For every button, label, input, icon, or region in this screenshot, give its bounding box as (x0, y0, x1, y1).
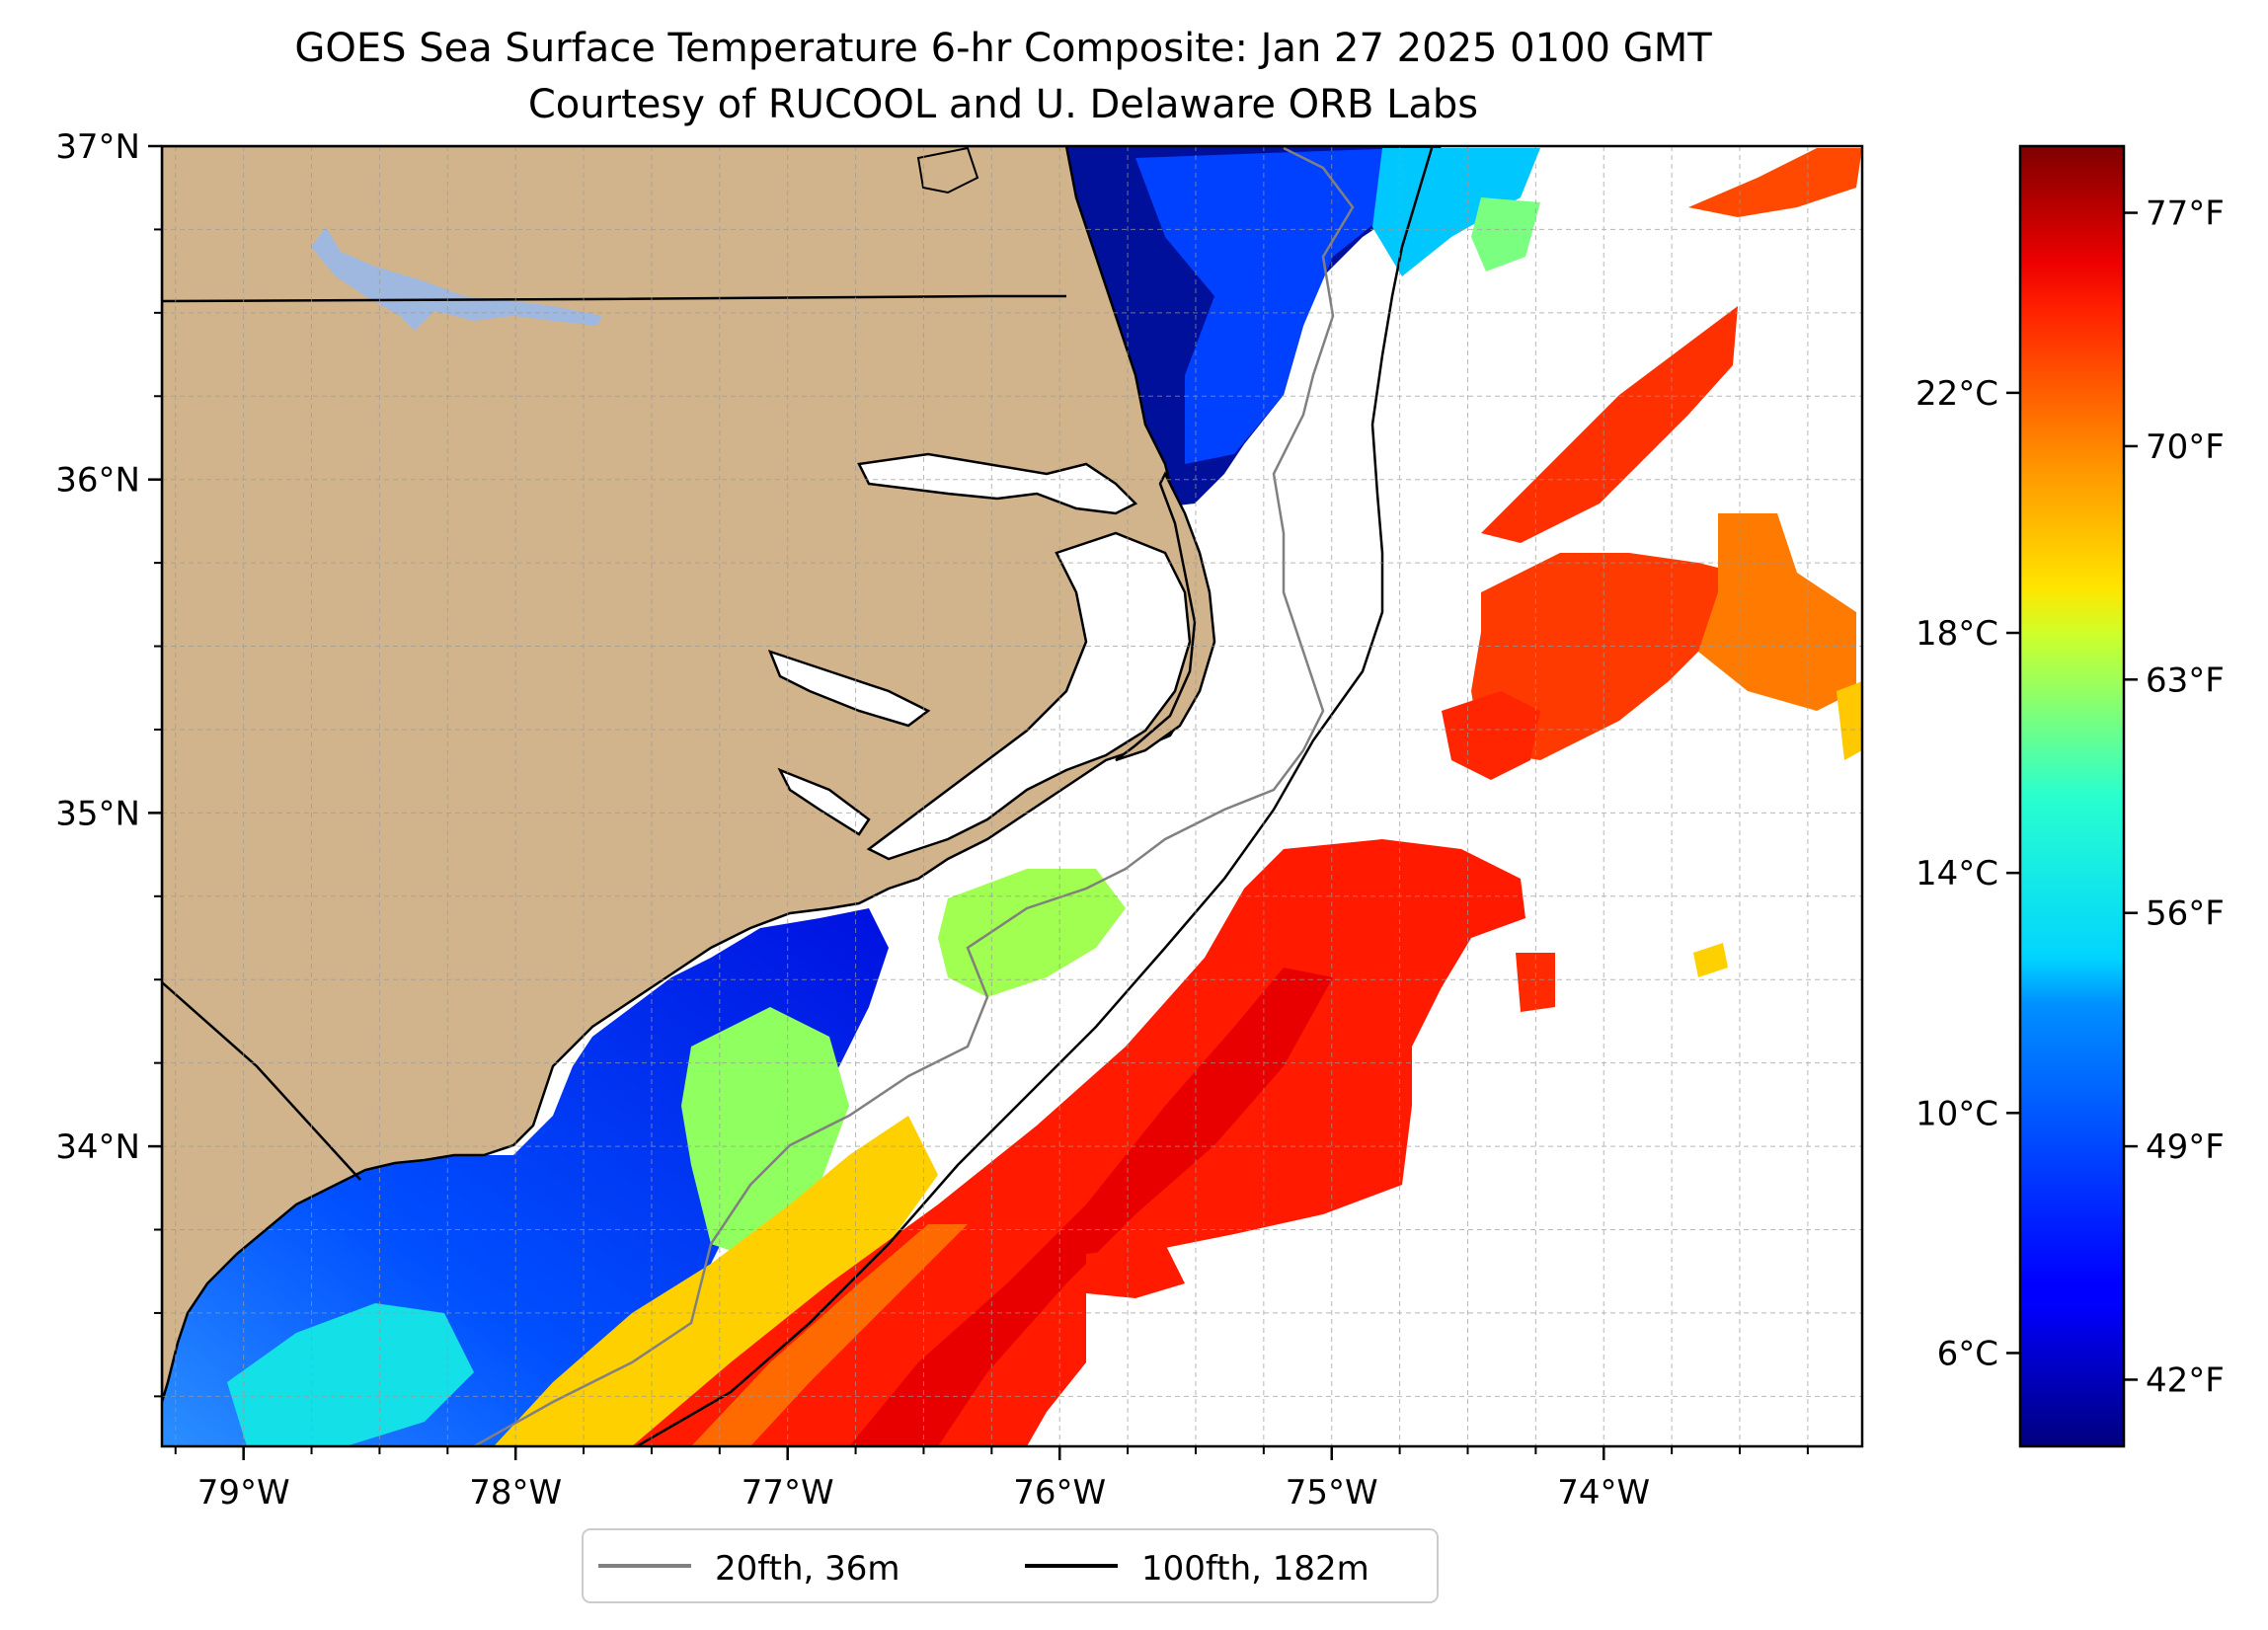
temperature-colorbar: 22°C 18°C 14°C 10°C 6°C 77°F 70°F 63°F 56°F 49°F… (1916, 144, 2225, 1448)
lon-tick-label: 76°W (1013, 1473, 1106, 1513)
sst-cyan-coastal (227, 1303, 474, 1446)
lat-tick-label: 37°N (55, 127, 140, 167)
sst-warm-patch-south (1086, 1244, 1185, 1298)
neuse-river (767, 649, 931, 728)
sst-yellow-speck (1693, 943, 1728, 977)
sst-eddy-upper (1481, 306, 1738, 543)
land-mass (162, 146, 1216, 1403)
sst-eddy-middle (1471, 553, 1777, 760)
albemarle-sound (857, 452, 1138, 515)
legend-box (582, 1528, 1439, 1603)
colorbar-fahrenheit-ticks: 77°F 70°F 63°F 56°F 49°F 42°F (2124, 194, 2225, 1400)
map-gridlines (162, 146, 1862, 1446)
map-frame (160, 144, 1864, 1448)
outer-banks (1115, 471, 1216, 762)
colorbar-celsius-label: 22°C (1916, 374, 1998, 414)
colorbar-celsius-label: 10°C (1916, 1094, 1998, 1133)
nc-sc-border (162, 981, 361, 1181)
lat-tick-label: 36°N (55, 461, 140, 501)
sst-field (162, 146, 1862, 1446)
colorbar-fahrenheit-label: 56°F (2146, 894, 2225, 934)
lon-tick-label: 75°W (1286, 1473, 1378, 1513)
depth-legend: 20fth, 36m 100fth, 182m (582, 1528, 1439, 1603)
legend-label-100fth: 100fth, 182m (1141, 1549, 1369, 1589)
colorbar-celsius-ticks: 22°C 18°C 14°C 10°C 6°C (1916, 374, 2020, 1373)
north-land-spit (916, 146, 979, 194)
sst-cyan-north (1372, 148, 1540, 276)
sst-orange-edge (691, 1224, 968, 1446)
map-title: GOES Sea Surface Temperature 6-hr Compos… (294, 26, 1712, 71)
sst-gulf-core (849, 968, 1333, 1446)
legend-label-20fth: 20fth, 36m (715, 1549, 900, 1589)
sst-eddy-lower (1442, 691, 1540, 780)
sst-green-north (1471, 197, 1540, 272)
map-area[interactable] (162, 146, 1862, 1446)
contour-20fth (473, 146, 1355, 1446)
colorbar-gradient (2018, 144, 2126, 1448)
sst-yellow-edge (1837, 681, 1862, 760)
pamlico-sound (866, 531, 1192, 861)
contour-100fth (636, 147, 1434, 1446)
lat-tick-label: 35°N (55, 794, 140, 833)
colorbar-celsius-label: 18°C (1916, 614, 1998, 654)
colorbar-celsius-label: 6°C (1937, 1334, 1998, 1373)
latitude-axis: 37°N 36°N 35°N 34°N (55, 127, 162, 1398)
kerr-lake (311, 227, 602, 331)
longitude-axis: 79°W 78°W 77°W 76°W 75°W 74°W (174, 1446, 1809, 1513)
lon-tick-label: 78°W (469, 1473, 562, 1513)
pamlico-river (777, 767, 871, 836)
sst-green-shelf (938, 869, 1126, 997)
sst-eddy-ne (1688, 148, 1862, 217)
colorbar-fahrenheit-label: 42°F (2146, 1360, 2225, 1400)
lat-tick-label: 34°N (55, 1127, 140, 1167)
colorbar-fahrenheit-label: 70°F (2146, 427, 2225, 467)
map-subtitle: Courtesy of RUCOOL and U. Delaware ORB L… (528, 82, 1478, 127)
va-nc-border (162, 294, 1066, 303)
colorbar-fahrenheit-label: 63°F (2146, 660, 2225, 700)
sst-yellow-shelf (494, 1116, 938, 1446)
colorbar-fahrenheit-label: 49°F (2146, 1127, 2225, 1167)
sst-blue-north (1135, 148, 1402, 464)
lon-tick-label: 77°W (742, 1473, 834, 1513)
lon-tick-label: 79°W (197, 1473, 290, 1513)
lon-tick-label: 74°W (1557, 1473, 1650, 1513)
colorbar-fahrenheit-label: 77°F (2146, 194, 2225, 234)
colorbar-celsius-label: 14°C (1916, 854, 1998, 893)
